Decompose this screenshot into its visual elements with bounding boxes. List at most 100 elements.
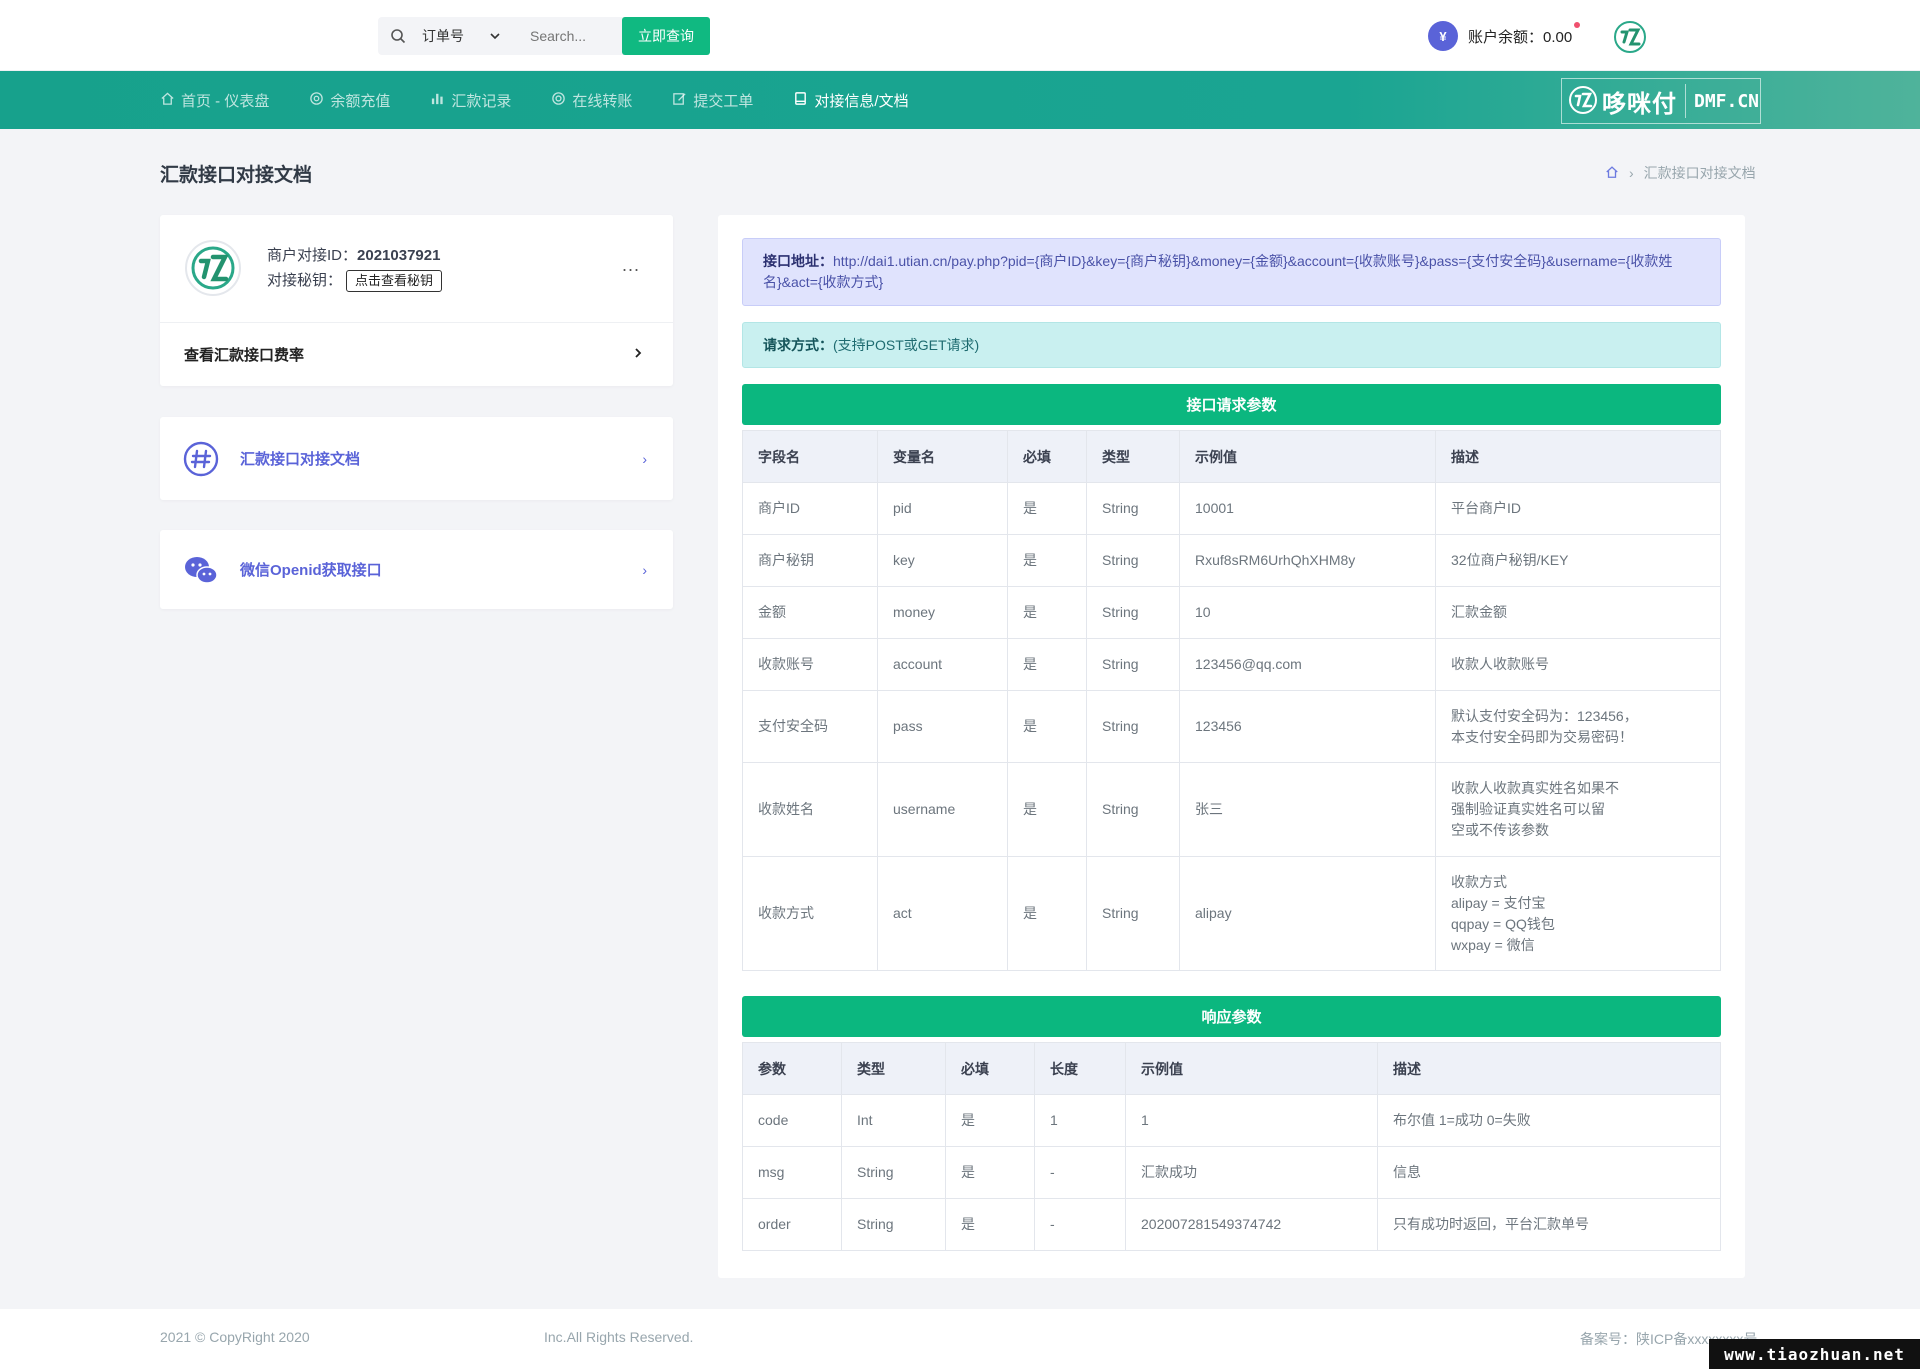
merchant-info: 商户对接ID：2021037921 对接秘钥： 点击查看秘钥 ... — [160, 215, 673, 323]
table-row: 支付安全码 pass 是 String 123456 默认支付安全码为：123456， 本支… — [742, 690, 1721, 763]
balance-label: 账户余额：0.00 — [1468, 28, 1573, 46]
table-cell: 收款人收款账号 — [1435, 638, 1721, 691]
brand-logo[interactable]: 哆咪付 DMF.CN — [1561, 78, 1761, 124]
table-cell: pass — [877, 690, 1008, 763]
table-cell: 默认支付安全码为：123456， 本支付安全码即为交易密码！ — [1435, 690, 1721, 763]
table-cell: String — [1086, 638, 1180, 691]
table-cell: act — [877, 856, 1008, 971]
breadcrumb: › 汇款接口对接文档 — [1605, 163, 1756, 183]
breadcrumb-separator: › — [1629, 165, 1634, 181]
view-key-button[interactable]: 点击查看秘钥 — [346, 270, 443, 292]
api-url-label: 接口地址： — [763, 253, 833, 269]
footer: 2021 © CopyRight 2020 Inc.All Rights Res… — [0, 1309, 1920, 1369]
chevron-right-icon — [633, 346, 643, 363]
nav-item-transfer[interactable]: 在线转账 — [551, 90, 632, 111]
table-cell: 收款账号 — [742, 638, 878, 691]
table-row: msg String 是 - 汇款成功 信息 — [742, 1146, 1721, 1199]
table-cell: money — [877, 586, 1008, 639]
nav-item-dashboard[interactable]: 首页 - 仪表盘 — [160, 90, 269, 111]
table-cell: 支付安全码 — [742, 690, 878, 763]
main-nav: 首页 - 仪表盘 余额充值 汇款记录 在线转账 提交工单 对接信息/文档 — [160, 71, 909, 129]
breadcrumb-current: 汇款接口对接文档 — [1643, 165, 1756, 181]
table-row: order String 是 -2020072815493747​42 只有成功时返回，… — [742, 1198, 1721, 1251]
nav-item-remit-records[interactable]: 汇款记录 — [430, 90, 511, 111]
response-params-table: 参数 类型 必填 长度 示例值 描述 code Int 是 1 1 布尔值 1=成功 0=失败 msg… — [742, 1042, 1721, 1251]
nav-item-recharge[interactable]: 余额充值 — [309, 90, 390, 111]
table-cell: 是 — [945, 1094, 1035, 1147]
nav-label: 在线转账 — [572, 92, 633, 110]
table-cell: 10 — [1179, 586, 1436, 639]
table-cell: 商户秘钥 — [742, 534, 878, 587]
api-url-alert: 接口地址：http://dai1.utian.cn/pay.php?pid={商… — [742, 238, 1721, 306]
table-cell: 收款人收款真实姓名如果不 强制验证真实姓名可以留 空或不传该参数 — [1435, 762, 1721, 857]
table-cell: 只有成功时返回，平台汇款单号 — [1377, 1198, 1721, 1251]
site-watermark: www.tiaozhuan.net — [1709, 1339, 1920, 1369]
nav-label: 提交工单 — [693, 92, 754, 110]
side-link-remit-docs[interactable]: 汇款接口对接文档 › — [160, 417, 673, 500]
request-params-table: 字段名 变量名 必填 类型 示例值 描述 商户ID pid 是 String 10001 平台商户I… — [742, 430, 1721, 971]
table-row: 商户秘钥 key 是 String Rxuf8sRM6UrhQhXHM8y 32位商户秘钥… — [742, 534, 1721, 587]
table-header-row: 字段名 变量名 必填 类型 示例值 描述 — [742, 430, 1721, 483]
nav-item-docs[interactable]: 对接信息/文档 — [793, 90, 909, 111]
column-header: 示例值 — [1179, 430, 1436, 483]
column-header: 类型 — [841, 1042, 946, 1095]
table-cell: alipay — [1179, 856, 1436, 971]
column-header: 示例值 — [1125, 1042, 1378, 1095]
wechat-icon — [182, 551, 220, 589]
table-cell: String — [1086, 762, 1180, 857]
search-icon — [378, 28, 418, 44]
table-cell: Int — [841, 1094, 946, 1147]
side-link-wechat-openid[interactable]: 微信Openid获取接口 › — [160, 530, 673, 609]
search-button[interactable]: 立即查询 — [622, 17, 710, 55]
book-icon — [793, 91, 808, 110]
footer-copyright: 2021 © CopyRight 2020 — [160, 1329, 310, 1345]
more-options-icon[interactable]: ... — [622, 255, 641, 275]
api-doc-panel: 接口地址：http://dai1.utian.cn/pay.php?pid={商… — [718, 215, 1745, 1278]
table-cell: 123456@qq.com — [1179, 638, 1436, 691]
table-cell: String — [1086, 690, 1180, 763]
bar-chart-icon — [430, 91, 445, 110]
target-icon — [309, 91, 324, 110]
table-cell: 金额 — [742, 586, 878, 639]
view-rate-link[interactable]: 查看汇款接口费率 — [160, 323, 673, 385]
table-cell: String — [841, 1198, 946, 1251]
nav-label: 汇款记录 — [451, 92, 512, 110]
column-header: 必填 — [1007, 430, 1087, 483]
yen-icon: ¥ — [1428, 21, 1458, 51]
page-title: 汇款接口对接文档 — [160, 165, 313, 186]
search-type-select[interactable]: 订单号 — [418, 26, 510, 46]
nav-item-ticket[interactable]: 提交工单 — [672, 90, 753, 111]
table-cell: 10001 — [1179, 482, 1436, 535]
search-input[interactable] — [510, 17, 622, 55]
view-rate-label: 查看汇款接口费率 — [184, 346, 305, 364]
table-row: 收款账号 account 是 String 123456@qq.com 收款人收款账号 — [742, 638, 1721, 691]
table-cell: pid — [877, 482, 1008, 535]
brand-divider — [1685, 84, 1686, 118]
account-balance[interactable]: ¥ 账户余额：0.00 — [1428, 21, 1580, 51]
merchant-id-line: 商户对接ID：2021037921 — [267, 243, 442, 268]
table-cell: code — [742, 1094, 842, 1147]
table-cell: 商户ID — [742, 482, 878, 535]
table-cell: String — [1086, 586, 1180, 639]
user-avatar[interactable] — [1613, 20, 1647, 54]
table-cell: Rxuf8sRM6UrhQhXHM8y — [1179, 534, 1436, 587]
column-header: 描述 — [1435, 430, 1721, 483]
table-cell: - — [1034, 1146, 1126, 1199]
hash-icon — [182, 440, 220, 478]
table-cell: account — [877, 638, 1008, 691]
edit-icon — [672, 91, 687, 110]
search-type-value: 订单号 — [422, 28, 464, 44]
table-cell: 1 — [1125, 1094, 1378, 1147]
merchant-card: 商户对接ID：2021037921 对接秘钥： 点击查看秘钥 ... 查看汇款接口… — [160, 215, 673, 386]
column-header: 长度 — [1034, 1042, 1126, 1095]
table-row: code Int 是 1 1 布尔值 1=成功 0=失败 — [742, 1094, 1721, 1147]
table-cell: 是 — [1007, 482, 1087, 535]
column-header: 变量名 — [877, 430, 1008, 483]
brand-name-cn: 哆咪付 — [1602, 90, 1677, 118]
table-cell: - — [1034, 1198, 1126, 1251]
table-cell: String — [1086, 482, 1180, 535]
table-cell: String — [1086, 534, 1180, 587]
home-icon[interactable] — [1605, 165, 1619, 182]
request-method-value: (支持POST或GET请求) — [833, 336, 980, 353]
merchant-avatar — [184, 239, 242, 297]
